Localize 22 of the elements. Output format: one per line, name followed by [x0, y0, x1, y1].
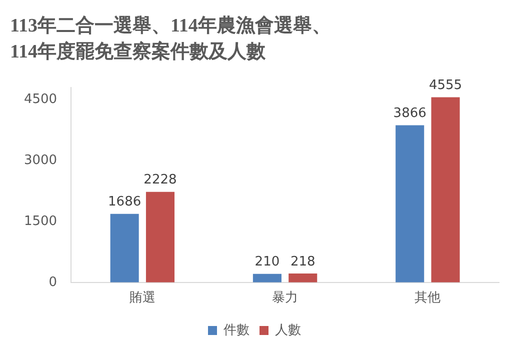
- y-tick-label: 4500: [24, 92, 58, 107]
- x-tick-label: 暴力: [272, 290, 298, 306]
- data-label: 218: [290, 254, 316, 270]
- bar: [288, 274, 318, 282]
- bar: [252, 274, 282, 282]
- bar: [431, 97, 460, 282]
- y-tick-label: 3000: [24, 152, 58, 168]
- data-label: 210: [254, 254, 280, 270]
- data-label: 4555: [428, 78, 462, 94]
- x-tick-label: 其他: [414, 290, 441, 306]
- bar: [110, 214, 139, 282]
- x-tick-label: 賄選: [129, 290, 156, 306]
- bar: [396, 125, 424, 282]
- legend-label: 件數: [224, 322, 250, 338]
- data-label: 3866: [393, 106, 426, 122]
- bar: [146, 192, 174, 282]
- legend-label: 人數: [275, 322, 301, 338]
- y-tick-label: 1500: [24, 214, 58, 229]
- y-tick-label: 0: [48, 274, 58, 290]
- data-label: 1686: [108, 194, 142, 210]
- data-label: 2228: [144, 172, 177, 188]
- chart-title: 113年二合一選舉、114年農漁會選舉、 114年度罷免查察案件數及人數: [10, 14, 331, 62]
